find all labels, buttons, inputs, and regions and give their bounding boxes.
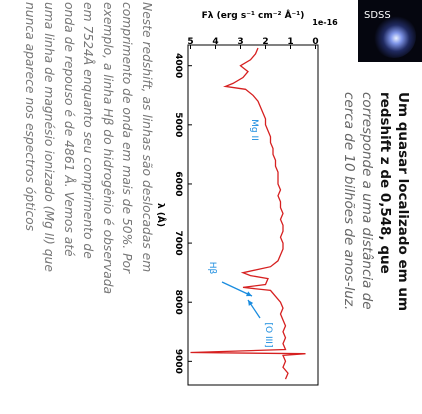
paragraph-line: uma linha de magnésio ionizado (Mg II) q… xyxy=(40,2,59,272)
y-tick-label: 3 xyxy=(237,37,243,47)
y-tick-label: 5 xyxy=(187,37,193,47)
screen: SDSS 4000 5000 6000 7000 8000 9000 0 1 2 3 4 5 λ (Å)… xyxy=(0,0,422,414)
x-axis-label: λ (Å) xyxy=(155,203,166,227)
annotation: Mg II xyxy=(249,119,259,141)
annotation: [O III] xyxy=(263,323,273,348)
x-tick-label: 4000 xyxy=(173,53,183,78)
y-axis-label: Fλ (erg s⁻¹ cm⁻² Å⁻¹) xyxy=(202,10,305,21)
annotation: Hβ xyxy=(207,262,217,275)
paragraph-line: comprimento de onda em mais de 50%. Por xyxy=(118,2,137,273)
x-tick-label: 7000 xyxy=(173,231,183,256)
y-tick-label: 1 xyxy=(287,37,293,47)
paragraph-line: Neste redshift, as linhas são deslocadas… xyxy=(137,2,156,272)
x-tick-label: 9000 xyxy=(173,349,183,374)
image-label: SDSS xyxy=(364,10,391,21)
y-tick-label: 0 xyxy=(312,37,318,47)
paragraph-line: onda de repouso é de 4861 Å. Vemos até xyxy=(59,2,78,257)
offset-text: 1e-16 xyxy=(312,18,338,27)
paragraph-line: em 7524Å enquanto seu comprimento de xyxy=(79,2,98,259)
x-tick-label: 8000 xyxy=(173,290,183,315)
content: SDSS 4000 5000 6000 7000 8000 9000 0 1 2 3 4 5 λ (Å)… xyxy=(0,0,422,414)
caption-line: Um quasar localizado em um xyxy=(394,92,412,311)
x-tick-label: 6000 xyxy=(173,171,183,196)
caption-line: corresponde a uma distância de xyxy=(358,92,376,310)
y-tick-label: 4 xyxy=(212,37,218,47)
caption-line: cerca de 10 bilhões de anos-luz. xyxy=(340,92,358,310)
y-tick-label: 2 xyxy=(262,37,268,47)
paragraph-line: nunca aparece nos espectros ópticos xyxy=(20,2,39,231)
x-tick-label: 5000 xyxy=(173,112,183,137)
spectrum-line xyxy=(191,48,306,379)
caption-line: redshift z de 0,548, que xyxy=(376,92,394,274)
paragraph-line: exemplo, a linha Hβ do hidrogênio é obse… xyxy=(98,2,117,294)
